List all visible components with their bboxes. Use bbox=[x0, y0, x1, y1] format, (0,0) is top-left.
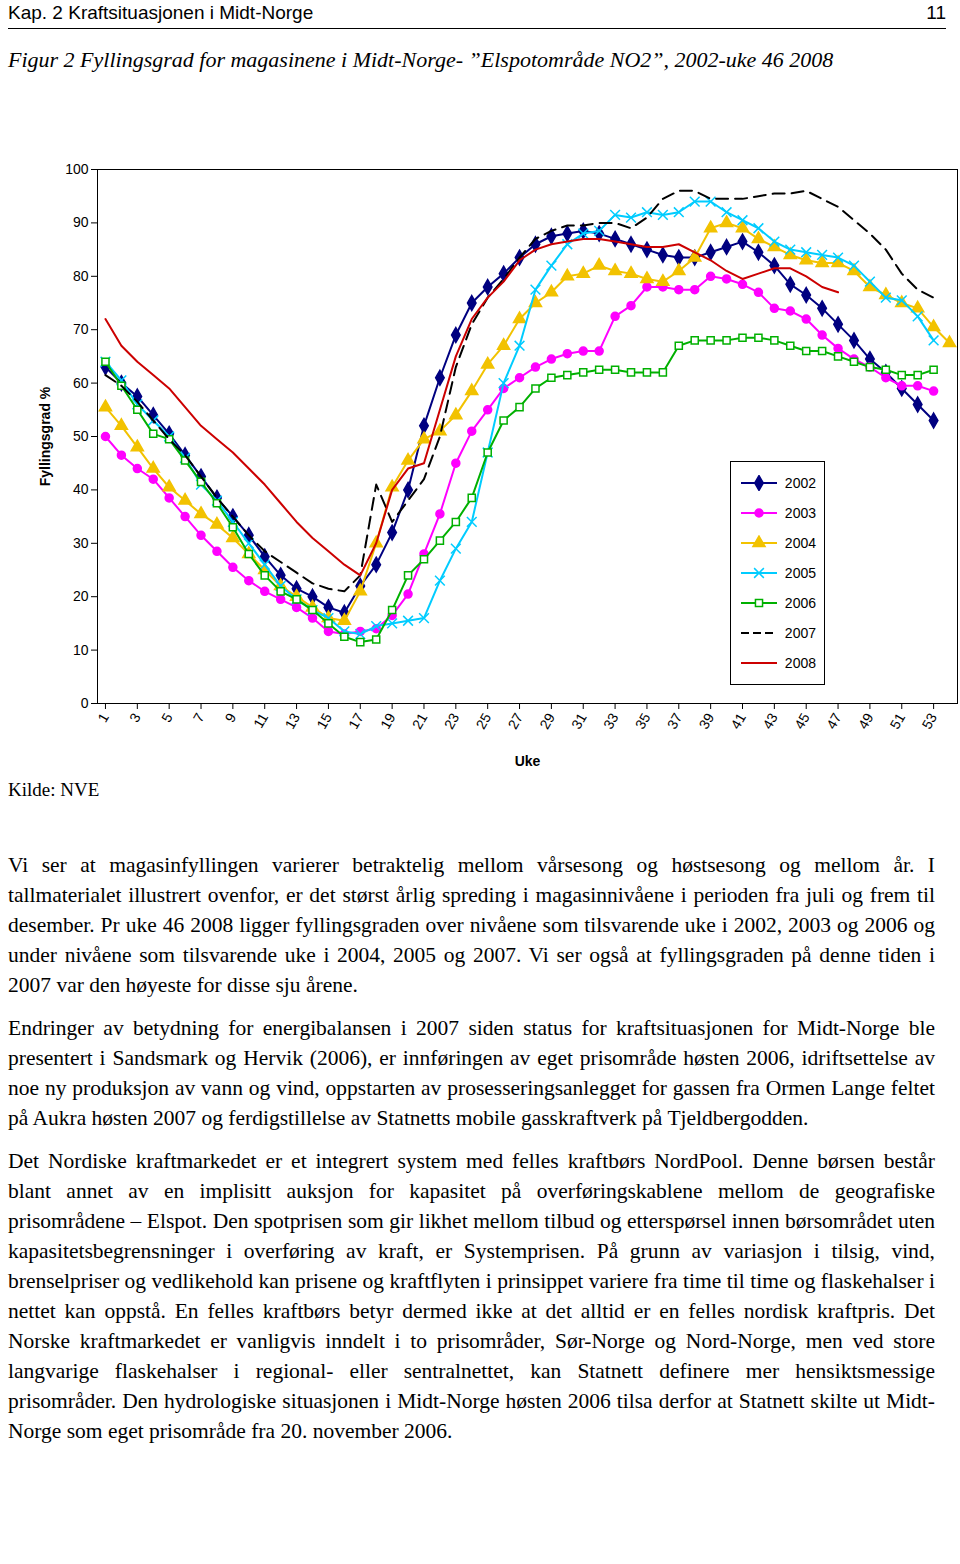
html-text:2005: 2005 bbox=[784, 565, 816, 581]
svg-text:30: 30 bbox=[73, 535, 89, 551]
svg-text:90: 90 bbox=[73, 214, 89, 230]
svg-text:41: 41 bbox=[727, 710, 749, 732]
svg-text:35: 35 bbox=[632, 710, 654, 732]
html-text:Kap. 2 Kraftsituasjonen i Midt: Kap. 2 Kraftsituasjonen i Midt-Norge bbox=[8, 2, 314, 23]
html-text:11: 11 bbox=[926, 2, 946, 23]
svg-text:43: 43 bbox=[759, 710, 781, 732]
svg-text:53: 53 bbox=[918, 710, 940, 732]
svg-text:50: 50 bbox=[73, 428, 89, 444]
svg-text:Fyllingsgrad %: Fyllingsgrad % bbox=[37, 386, 53, 486]
svg-text:40: 40 bbox=[73, 481, 89, 497]
svg-text:7: 7 bbox=[190, 710, 208, 725]
svg-text:Uke: Uke bbox=[515, 753, 541, 769]
html-text:Det Nordiske kraftmarkedet er: Det Nordiske kraftmarkedet er et integre… bbox=[8, 1149, 935, 1443]
html-text:2004: 2004 bbox=[784, 535, 816, 551]
svg-text:29: 29 bbox=[536, 710, 558, 732]
svg-text:25: 25 bbox=[473, 710, 495, 732]
svg-text:23: 23 bbox=[441, 710, 463, 732]
svg-text:11: 11 bbox=[250, 710, 271, 731]
svg-text:27: 27 bbox=[504, 710, 526, 732]
html-text:2002: 2002 bbox=[784, 475, 816, 491]
html-text:Kilde: NVE: Kilde: NVE bbox=[8, 779, 100, 800]
svg-text:70: 70 bbox=[73, 321, 89, 337]
svg-text:13: 13 bbox=[281, 710, 303, 732]
svg-text:80: 80 bbox=[73, 268, 89, 284]
svg-text:31: 31 bbox=[568, 710, 590, 732]
svg-text:3: 3 bbox=[126, 710, 144, 725]
svg-text:10: 10 bbox=[73, 642, 89, 658]
svg-text:21: 21 bbox=[409, 710, 431, 732]
html-text:Figur 2 Fyllingsgrad for magas: Figur 2 Fyllingsgrad for magasinene i Mi… bbox=[8, 47, 834, 72]
svg-text:37: 37 bbox=[664, 710, 686, 732]
svg-text:49: 49 bbox=[855, 710, 877, 732]
html-text:2007: 2007 bbox=[784, 625, 816, 641]
svg-text:19: 19 bbox=[377, 710, 399, 732]
svg-text:33: 33 bbox=[600, 710, 622, 732]
svg-text:51: 51 bbox=[887, 710, 909, 732]
svg-text:9: 9 bbox=[222, 710, 240, 725]
svg-text:0: 0 bbox=[81, 695, 89, 711]
svg-text:5: 5 bbox=[158, 710, 176, 725]
svg-text:100: 100 bbox=[65, 161, 89, 177]
svg-text:45: 45 bbox=[791, 710, 813, 732]
svg-text:60: 60 bbox=[73, 375, 89, 391]
svg-text:15: 15 bbox=[313, 710, 335, 732]
svg-text:47: 47 bbox=[823, 710, 845, 732]
svg-text:20: 20 bbox=[73, 588, 89, 604]
html-text:Vi ser at magasinfyllingen var: Vi ser at magasinfyllingen varierer betr… bbox=[8, 853, 935, 997]
html-text:2006: 2006 bbox=[784, 595, 816, 611]
html-text:2008: 2008 bbox=[784, 655, 816, 671]
svg-text:39: 39 bbox=[695, 710, 717, 732]
html-text:Endringer av betydning for ene: Endringer av betydning for energibalanse… bbox=[8, 1016, 935, 1130]
html-text:2003: 2003 bbox=[784, 505, 816, 521]
svg-text:17: 17 bbox=[345, 710, 367, 732]
svg-text:1: 1 bbox=[94, 710, 112, 725]
